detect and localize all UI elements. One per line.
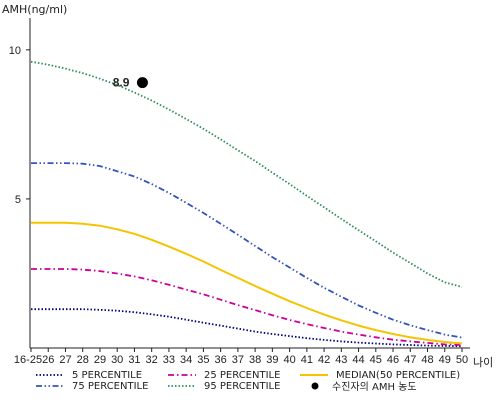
x-tick-label: 46: [387, 354, 399, 366]
x-tick-label: 48: [421, 354, 433, 366]
legend: 5 PERCENTILE 25 PERCENTILE MEDIAN(50 PERCE…: [36, 370, 460, 393]
legend-label: 25 PERCENTILE: [204, 370, 280, 381]
x-tick-label: 27: [59, 354, 71, 366]
legend-label: 95 PERCENTILE: [204, 381, 280, 392]
highlight-layer: 8.9: [113, 76, 148, 90]
patient-amh-point: [136, 77, 148, 89]
x-tick-label: 47: [404, 354, 416, 366]
x-tick-label: 31: [128, 354, 140, 366]
x-tick-label: 41: [301, 354, 313, 366]
x-tick-label: 43: [335, 354, 347, 366]
x-tick-label: 39: [266, 354, 278, 366]
x-tick-label: 49: [439, 354, 451, 366]
y-ticks: 5 10: [9, 45, 30, 206]
x-tick-label: 28: [77, 354, 89, 366]
x-tick-label: 38: [249, 354, 261, 366]
series-line-5-percentile: [31, 308, 463, 348]
x-tick-label: 29: [94, 354, 106, 366]
y-tick-label: 10: [9, 45, 21, 57]
series-line-median-50-percentile: [31, 221, 463, 345]
patient-amh-value-label: 8.9: [113, 76, 130, 90]
series-line-25-percentile: [31, 268, 463, 346]
x-tick-label: 42: [318, 354, 330, 366]
x-tick-label: 30: [111, 354, 123, 366]
legend-label: 75 PERCENTILE: [72, 381, 148, 392]
x-tick-label: 34: [180, 354, 192, 366]
x-tick-label: 37: [232, 354, 244, 366]
axes: AMH(ng/ml) 나이: [2, 3, 493, 369]
x-tick-label: 36: [215, 354, 227, 366]
legend-swatch-patient: [311, 382, 319, 390]
x-tick-label: 44: [352, 354, 364, 366]
x-ticks: 16-25 26 27 28 29 30 31 32 33 34 35 36 37 38 39 40 41 42 4…: [14, 348, 468, 366]
legend-label: 5 PERCENTILE: [72, 370, 142, 381]
legend-label: MEDIAN(50 PERCENTILE): [336, 370, 460, 381]
x-tick-label: 32: [146, 354, 158, 366]
x-tick-label: 45: [370, 354, 382, 366]
y-tick-label: 5: [15, 194, 21, 206]
x-tick-label: 16-25: [14, 354, 42, 366]
x-tick-label: 33: [163, 354, 175, 366]
legend-label-patient: 수진자의 AMH 농도: [332, 381, 417, 393]
x-tick-label: 40: [283, 354, 295, 366]
x-axis-title: 나이: [473, 356, 493, 369]
series-line-75-percentile: [31, 162, 463, 339]
x-tick-label: 35: [197, 354, 209, 366]
series-line-95-percentile: [30, 60, 463, 288]
x-tick-label: 26: [42, 354, 54, 366]
series-layer: [30, 60, 463, 348]
x-tick-label: 50: [456, 354, 468, 366]
y-axis-title: AMH(ng/ml): [2, 3, 67, 16]
